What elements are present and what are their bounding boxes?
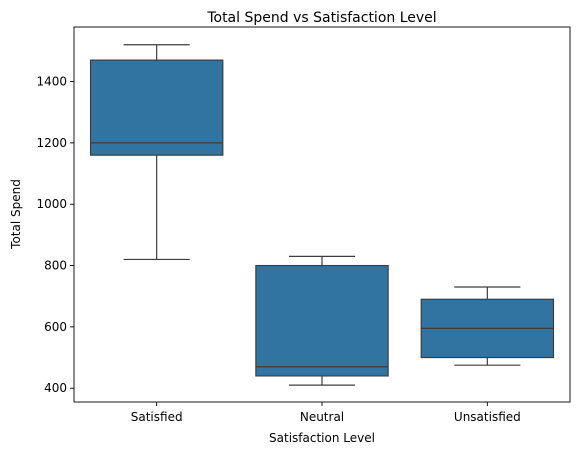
box-group-neutral [255, 255, 389, 386]
x-tick-label: Unsatisfied [454, 410, 521, 424]
plot-area [89, 44, 555, 386]
iqr-box [89, 59, 224, 156]
x-tick-label: Satisfied [131, 410, 183, 424]
x-axis-label: Satisfaction Level [269, 431, 375, 445]
y-tick-label: 600 [44, 320, 67, 334]
y-tick-label: 1200 [36, 136, 67, 150]
y-axis-label: Total Spend [9, 179, 23, 250]
x-tick-label: Neutral [300, 410, 344, 424]
box-group-satisfied [89, 44, 224, 261]
y-axis: 400 600 800 1000 1200 1400 [36, 75, 74, 395]
y-tick-label: 400 [44, 381, 67, 395]
iqr-box [255, 264, 389, 377]
chart-title: Total Spend vs Satisfaction Level [206, 10, 436, 26]
box-group-unsatisfied [420, 286, 555, 366]
x-axis: Satisfied Neutral Unsatisfied [131, 402, 521, 424]
y-tick-label: 800 [44, 259, 67, 273]
y-tick-label: 1000 [36, 197, 67, 211]
y-tick-label: 1400 [36, 75, 67, 89]
